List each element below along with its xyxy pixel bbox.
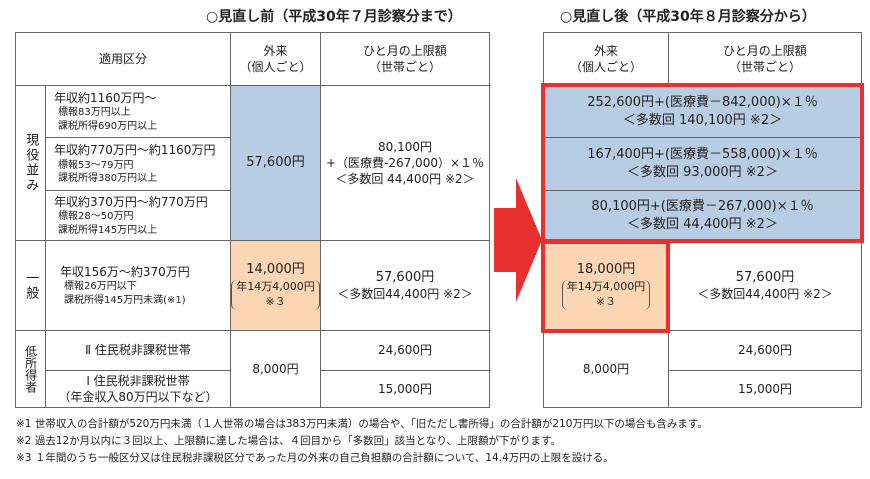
footnote: ※3 １年間のうち一般区分又は住民税非課税区分であった月の外来の自己負担額の合計… xyxy=(16,452,614,464)
income-cell: 年収156万～約370万円標報26万円以下 課税所得145万円未満(※1) xyxy=(45,240,231,331)
header-cell: ひと月の上限額 （世帯ごと） xyxy=(320,32,490,86)
header-cell: 適用区分 xyxy=(15,32,231,86)
header-text: 外来 xyxy=(263,43,288,58)
limit: 252,600円+(医療費－842,000)×１％ xyxy=(587,94,818,110)
detail: （年金収入80万円以下など） xyxy=(58,390,218,404)
header-text: ひと月の上限額 xyxy=(723,43,807,58)
limit-cell: 15,000円 xyxy=(668,370,862,408)
group-label: 低所得者 xyxy=(15,330,46,408)
header-text: ひと月の上限額 xyxy=(363,43,447,58)
footnote: ※2 過去12か月以内に３回以上、上限額に達した場合は、４回目から「多数回」該当… xyxy=(16,435,561,447)
detail: 標報28～50万円 xyxy=(58,211,134,223)
limit: 24,600円 xyxy=(738,343,792,358)
detail: 課税所得145万円以上 xyxy=(58,224,158,236)
header-cell: ひと月の上限額 （世帯ごと） xyxy=(668,32,862,86)
limit-cell: 80,100円 +（医療費-267,000）×１％ ＜多数回 44,400円 ※2＞ xyxy=(320,85,490,241)
detail: 課税所得380万円以上 xyxy=(58,173,158,185)
limit-cell: 57,600円 ＜多数回44,400円 ※2＞ xyxy=(320,240,490,331)
limit: 57,600円 xyxy=(735,269,795,285)
limit-cell: 15,000円 xyxy=(320,370,490,408)
annual-cap-text: 年14万4,000円 xyxy=(566,280,646,294)
limit: ＜多数回 44,400円 ※2＞ xyxy=(627,216,778,232)
group-label-text: 一般 xyxy=(23,270,39,301)
header-cell: 外来 （個人ごと） xyxy=(543,32,669,86)
group-label-text: 低所得者 xyxy=(23,345,38,393)
highlight-frame xyxy=(541,240,670,333)
limit: +（医療費-267,000）×１％ xyxy=(325,155,485,170)
annual-cap-note: ※３ xyxy=(595,295,617,309)
income: 年収約770万円～約1160万円 xyxy=(54,143,216,158)
highlight-frame xyxy=(541,83,864,243)
outpatient-cell: 8,000円 xyxy=(543,330,669,408)
after-title: ○見直し後（平成30年８月診察分から） xyxy=(560,9,816,25)
limit-cell: 57,600円 ＜多数回44,400円 ※2＞ xyxy=(668,240,862,331)
limit: 80,100円+(医療費－267,000)×１％ xyxy=(591,198,814,214)
income-cell: 年収約1160万円～ 標報83万円以上 課税所得690万円以上 xyxy=(45,85,231,138)
detail: 課税所得690万円以上 xyxy=(58,120,158,132)
income: 年収約1160万円～ xyxy=(54,90,157,105)
limit-cell: 252,600円+(医療費－842,000)×１％ ＜多数回 140,100円 ※… xyxy=(543,85,862,138)
annual-cap-note: ※３ xyxy=(265,295,286,309)
limit: 80,100円 xyxy=(378,139,432,154)
limit: 15,000円 xyxy=(738,381,792,396)
detail: 標報83万円以上 xyxy=(58,107,131,119)
outpatient: 8,000円 xyxy=(252,361,299,376)
income: 年収156万～約370万円 xyxy=(60,264,190,279)
limit: 167,400円+(医療費－558,000)×１％ xyxy=(587,147,818,163)
footnote: ※1 世帯収入の合計額が520万円未満（１人世帯の場合は383万円未満）の場合や… xyxy=(16,418,708,430)
outpatient: 14,000円 xyxy=(246,261,305,277)
outpatient-cell: 14,000円 年14万4,000円 ※３ xyxy=(230,240,321,331)
detail: 標報53～79万円 xyxy=(58,159,134,171)
group-label-text: 現役並み xyxy=(23,133,39,193)
outpatient-cell: 8,000円 xyxy=(230,330,321,408)
outpatient: 18,000円 xyxy=(576,261,636,277)
outpatient-cell: 18,000円 年14万4,000円 ※３ xyxy=(543,240,669,331)
header-text: 適用区分 xyxy=(98,51,147,66)
arrow-shape xyxy=(494,178,542,302)
annual-cap: 年14万4,000円 ※３ xyxy=(231,280,320,311)
income-cell: 年収約370万円～約770万円標報28～50万円 課税所得145万円以上 xyxy=(45,190,231,241)
income: Ⅱ 住民税非課税世帯 xyxy=(85,343,191,358)
limit: 57,600円 xyxy=(375,269,435,285)
header-text: （世帯ごと） xyxy=(728,60,801,74)
limit: 24,600円 xyxy=(378,343,432,358)
income-cell: Ⅱ 住民税非課税世帯 xyxy=(45,330,231,371)
limit: 15,000円 xyxy=(378,381,432,396)
income-cell: Ⅰ 住民税非課税世帯 （年金収入80万円以下など） xyxy=(45,370,231,408)
header-text: 外来 xyxy=(593,43,618,58)
header-text: （個人ごと） xyxy=(569,60,642,74)
limit-cell: 24,600円 xyxy=(320,330,490,371)
detail: 課税所得145万円未満(※1) xyxy=(64,294,186,306)
arrow xyxy=(494,178,542,302)
outpatient: 8,000円 xyxy=(582,361,630,376)
income: Ⅰ 住民税非課税世帯 xyxy=(86,373,190,388)
limit: ＜多数回 140,100円 ※2＞ xyxy=(622,112,783,128)
limit: ＜多数回 44,400円 ※2＞ xyxy=(335,172,475,187)
header-text: （個人ごと） xyxy=(239,60,312,74)
detail: 標報26万円以下 xyxy=(64,281,137,293)
limit: ＜多数回44,400円 ※2＞ xyxy=(697,287,833,302)
annual-cap-text: 年14万4,000円 xyxy=(236,280,315,294)
annual-cap: 年14万4,000円 ※３ xyxy=(561,280,651,311)
limit: ＜多数回44,400円 ※2＞ xyxy=(337,287,473,302)
before-title: ○見直し前（平成30年７月診察分まで） xyxy=(206,9,462,25)
limit: ＜多数回 93,000円 ※2＞ xyxy=(627,165,778,180)
group-label: 現役並み xyxy=(15,85,46,241)
income-cell: 年収約770万円～約1160万円 標報53～79万円課税所得380万円以上 xyxy=(45,137,231,191)
income: 年収約370万円～約770万円 xyxy=(54,194,208,209)
limit-cell: 80,100円+(医療費－267,000)×１％ ＜多数回 44,400円 ※2＞ xyxy=(543,190,862,241)
limit-cell: 24,600円 xyxy=(668,330,862,371)
header-text: （世帯ごと） xyxy=(368,60,441,74)
outpatient-cell: 57,600円 xyxy=(230,85,321,241)
outpatient: 57,600円 xyxy=(246,155,305,171)
header-cell: 外来 （個人ごと） xyxy=(230,32,321,86)
group-label: 一般 xyxy=(15,240,46,331)
